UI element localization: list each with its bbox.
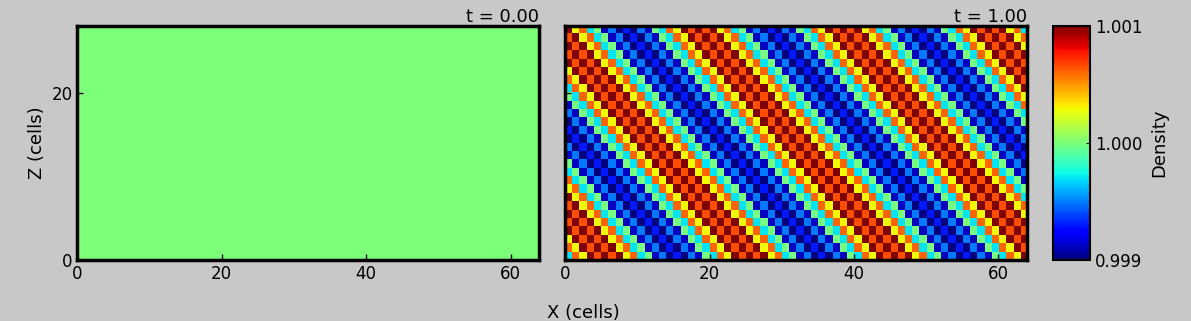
Y-axis label: Z (cells): Z (cells) (27, 107, 46, 179)
Text: t = 1.00: t = 1.00 (954, 7, 1027, 25)
Y-axis label: Density: Density (1151, 108, 1168, 177)
Text: X (cells): X (cells) (547, 304, 621, 321)
Text: t = 0.00: t = 0.00 (467, 7, 540, 25)
